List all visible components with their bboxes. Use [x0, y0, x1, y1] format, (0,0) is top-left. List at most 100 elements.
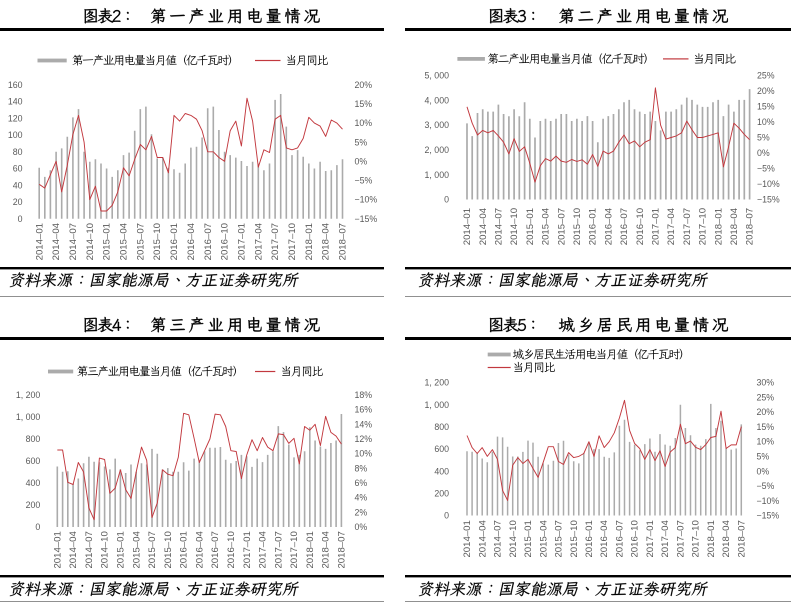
svg-text:2016–01: 2016–01 — [169, 223, 180, 260]
svg-text:2014–07: 2014–07 — [84, 531, 95, 568]
svg-text:18%: 18% — [355, 390, 373, 400]
svg-text:2014–04: 2014–04 — [68, 531, 79, 569]
svg-text:2018–07: 2018–07 — [745, 208, 756, 245]
svg-text:2016–07: 2016–07 — [619, 208, 630, 245]
svg-text:16%: 16% — [355, 405, 373, 415]
svg-text:2017–01: 2017–01 — [645, 520, 656, 557]
svg-text:2017–04: 2017–04 — [253, 222, 264, 260]
svg-text:1, 000: 1, 000 — [425, 400, 450, 410]
svg-text:5%: 5% — [757, 133, 770, 143]
svg-text:3, 000: 3, 000 — [425, 120, 450, 130]
svg-text:−5%: −5% — [757, 481, 775, 491]
svg-text:2017–01: 2017–01 — [242, 531, 253, 568]
svg-text:2014–10: 2014–10 — [100, 531, 111, 568]
svg-text:2017–01: 2017–01 — [237, 223, 248, 260]
svg-text:−10%: −10% — [355, 195, 378, 205]
svg-text:2014–07: 2014–07 — [68, 223, 79, 260]
svg-text:0%: 0% — [355, 522, 368, 532]
svg-text:0: 0 — [444, 195, 449, 205]
svg-text:2014–10: 2014–10 — [85, 223, 96, 260]
svg-text:140: 140 — [8, 97, 23, 107]
svg-text:2017–04: 2017–04 — [258, 531, 269, 569]
svg-text:2018–04: 2018–04 — [721, 520, 732, 558]
svg-text:5, 000: 5, 000 — [425, 71, 450, 81]
svg-text:2016–07: 2016–07 — [203, 223, 214, 260]
svg-text:2014–01: 2014–01 — [462, 520, 473, 557]
svg-text:0%: 0% — [757, 148, 770, 158]
svg-text:2018–01: 2018–01 — [305, 531, 316, 568]
svg-text:2014–04: 2014–04 — [51, 222, 62, 260]
svg-text:2017–10: 2017–10 — [698, 208, 709, 245]
svg-text:2016–10: 2016–10 — [220, 223, 231, 260]
svg-text:2018–01: 2018–01 — [304, 223, 315, 260]
svg-text:2015–10: 2015–10 — [163, 531, 174, 568]
svg-text:120: 120 — [8, 113, 23, 123]
svg-text:0: 0 — [35, 522, 40, 532]
svg-text:2017–07: 2017–07 — [273, 531, 284, 568]
svg-text:1, 200: 1, 200 — [16, 390, 41, 400]
svg-text:600: 600 — [26, 456, 41, 466]
svg-text:5%: 5% — [757, 452, 770, 462]
svg-text:2018–04: 2018–04 — [321, 531, 332, 569]
svg-text:200: 200 — [434, 488, 449, 498]
svg-text:2018–04: 2018–04 — [321, 222, 332, 260]
svg-text:2018–04: 2018–04 — [729, 207, 740, 245]
svg-text:−10%: −10% — [757, 496, 780, 506]
svg-text:2015–04: 2015–04 — [119, 222, 130, 260]
svg-text:2015–01: 2015–01 — [523, 520, 534, 557]
svg-text:−15%: −15% — [355, 214, 378, 224]
svg-text:160: 160 — [8, 80, 23, 90]
svg-text:2017–07: 2017–07 — [270, 223, 281, 260]
svg-text:2018–01: 2018–01 — [713, 208, 724, 245]
svg-text:10%: 10% — [355, 118, 373, 128]
svg-text:2, 000: 2, 000 — [425, 145, 450, 155]
svg-text:6%: 6% — [355, 478, 368, 488]
svg-text:−5%: −5% — [757, 164, 775, 174]
svg-text:15%: 15% — [757, 422, 775, 432]
svg-text:25%: 25% — [757, 71, 775, 81]
svg-text:30%: 30% — [757, 378, 775, 388]
svg-text:0: 0 — [444, 511, 449, 521]
svg-text:2015–10: 2015–10 — [152, 223, 163, 260]
svg-text:−15%: −15% — [757, 195, 780, 205]
svg-text:2014–01: 2014–01 — [52, 531, 63, 568]
svg-text:1, 000: 1, 000 — [425, 170, 450, 180]
svg-text:0%: 0% — [757, 466, 770, 476]
svg-text:2014–01: 2014–01 — [462, 208, 473, 245]
svg-text:2018–01: 2018–01 — [706, 520, 717, 557]
svg-text:40: 40 — [13, 180, 23, 190]
svg-text:14%: 14% — [355, 419, 373, 429]
svg-text:2015–04: 2015–04 — [131, 531, 142, 569]
svg-text:10%: 10% — [757, 437, 775, 447]
svg-text:20: 20 — [13, 197, 23, 207]
svg-text:2016–01: 2016–01 — [584, 520, 595, 557]
svg-text:2015–10: 2015–10 — [572, 208, 583, 245]
svg-text:400: 400 — [434, 466, 449, 476]
svg-text:2015–07: 2015–07 — [554, 520, 565, 557]
svg-text:2015–01: 2015–01 — [525, 208, 536, 245]
svg-text:400: 400 — [26, 478, 41, 488]
svg-text:2016–04: 2016–04 — [603, 207, 614, 245]
svg-text:200: 200 — [26, 500, 41, 510]
svg-text:80: 80 — [13, 147, 23, 157]
svg-text:2015–04: 2015–04 — [541, 207, 552, 245]
svg-text:2016–04: 2016–04 — [186, 222, 197, 260]
svg-text:2015–07: 2015–07 — [147, 531, 158, 568]
svg-text:2018–07: 2018–07 — [736, 520, 747, 557]
svg-text:600: 600 — [434, 444, 449, 454]
svg-text:800: 800 — [26, 434, 41, 444]
svg-text:−10%: −10% — [757, 179, 780, 189]
svg-text:10%: 10% — [355, 449, 373, 459]
svg-text:2014–07: 2014–07 — [493, 520, 504, 557]
svg-text:2016–10: 2016–10 — [630, 520, 641, 557]
svg-text:2014–04: 2014–04 — [477, 520, 488, 558]
svg-text:2014–10: 2014–10 — [509, 208, 520, 245]
svg-text:0%: 0% — [355, 156, 368, 166]
svg-text:100: 100 — [8, 130, 23, 140]
svg-text:2016–10: 2016–10 — [635, 208, 646, 245]
svg-text:2017–10: 2017–10 — [289, 531, 300, 568]
svg-text:2016–01: 2016–01 — [588, 208, 599, 245]
svg-text:12%: 12% — [355, 434, 373, 444]
svg-text:2017–07: 2017–07 — [675, 520, 686, 557]
svg-text:5%: 5% — [355, 137, 368, 147]
